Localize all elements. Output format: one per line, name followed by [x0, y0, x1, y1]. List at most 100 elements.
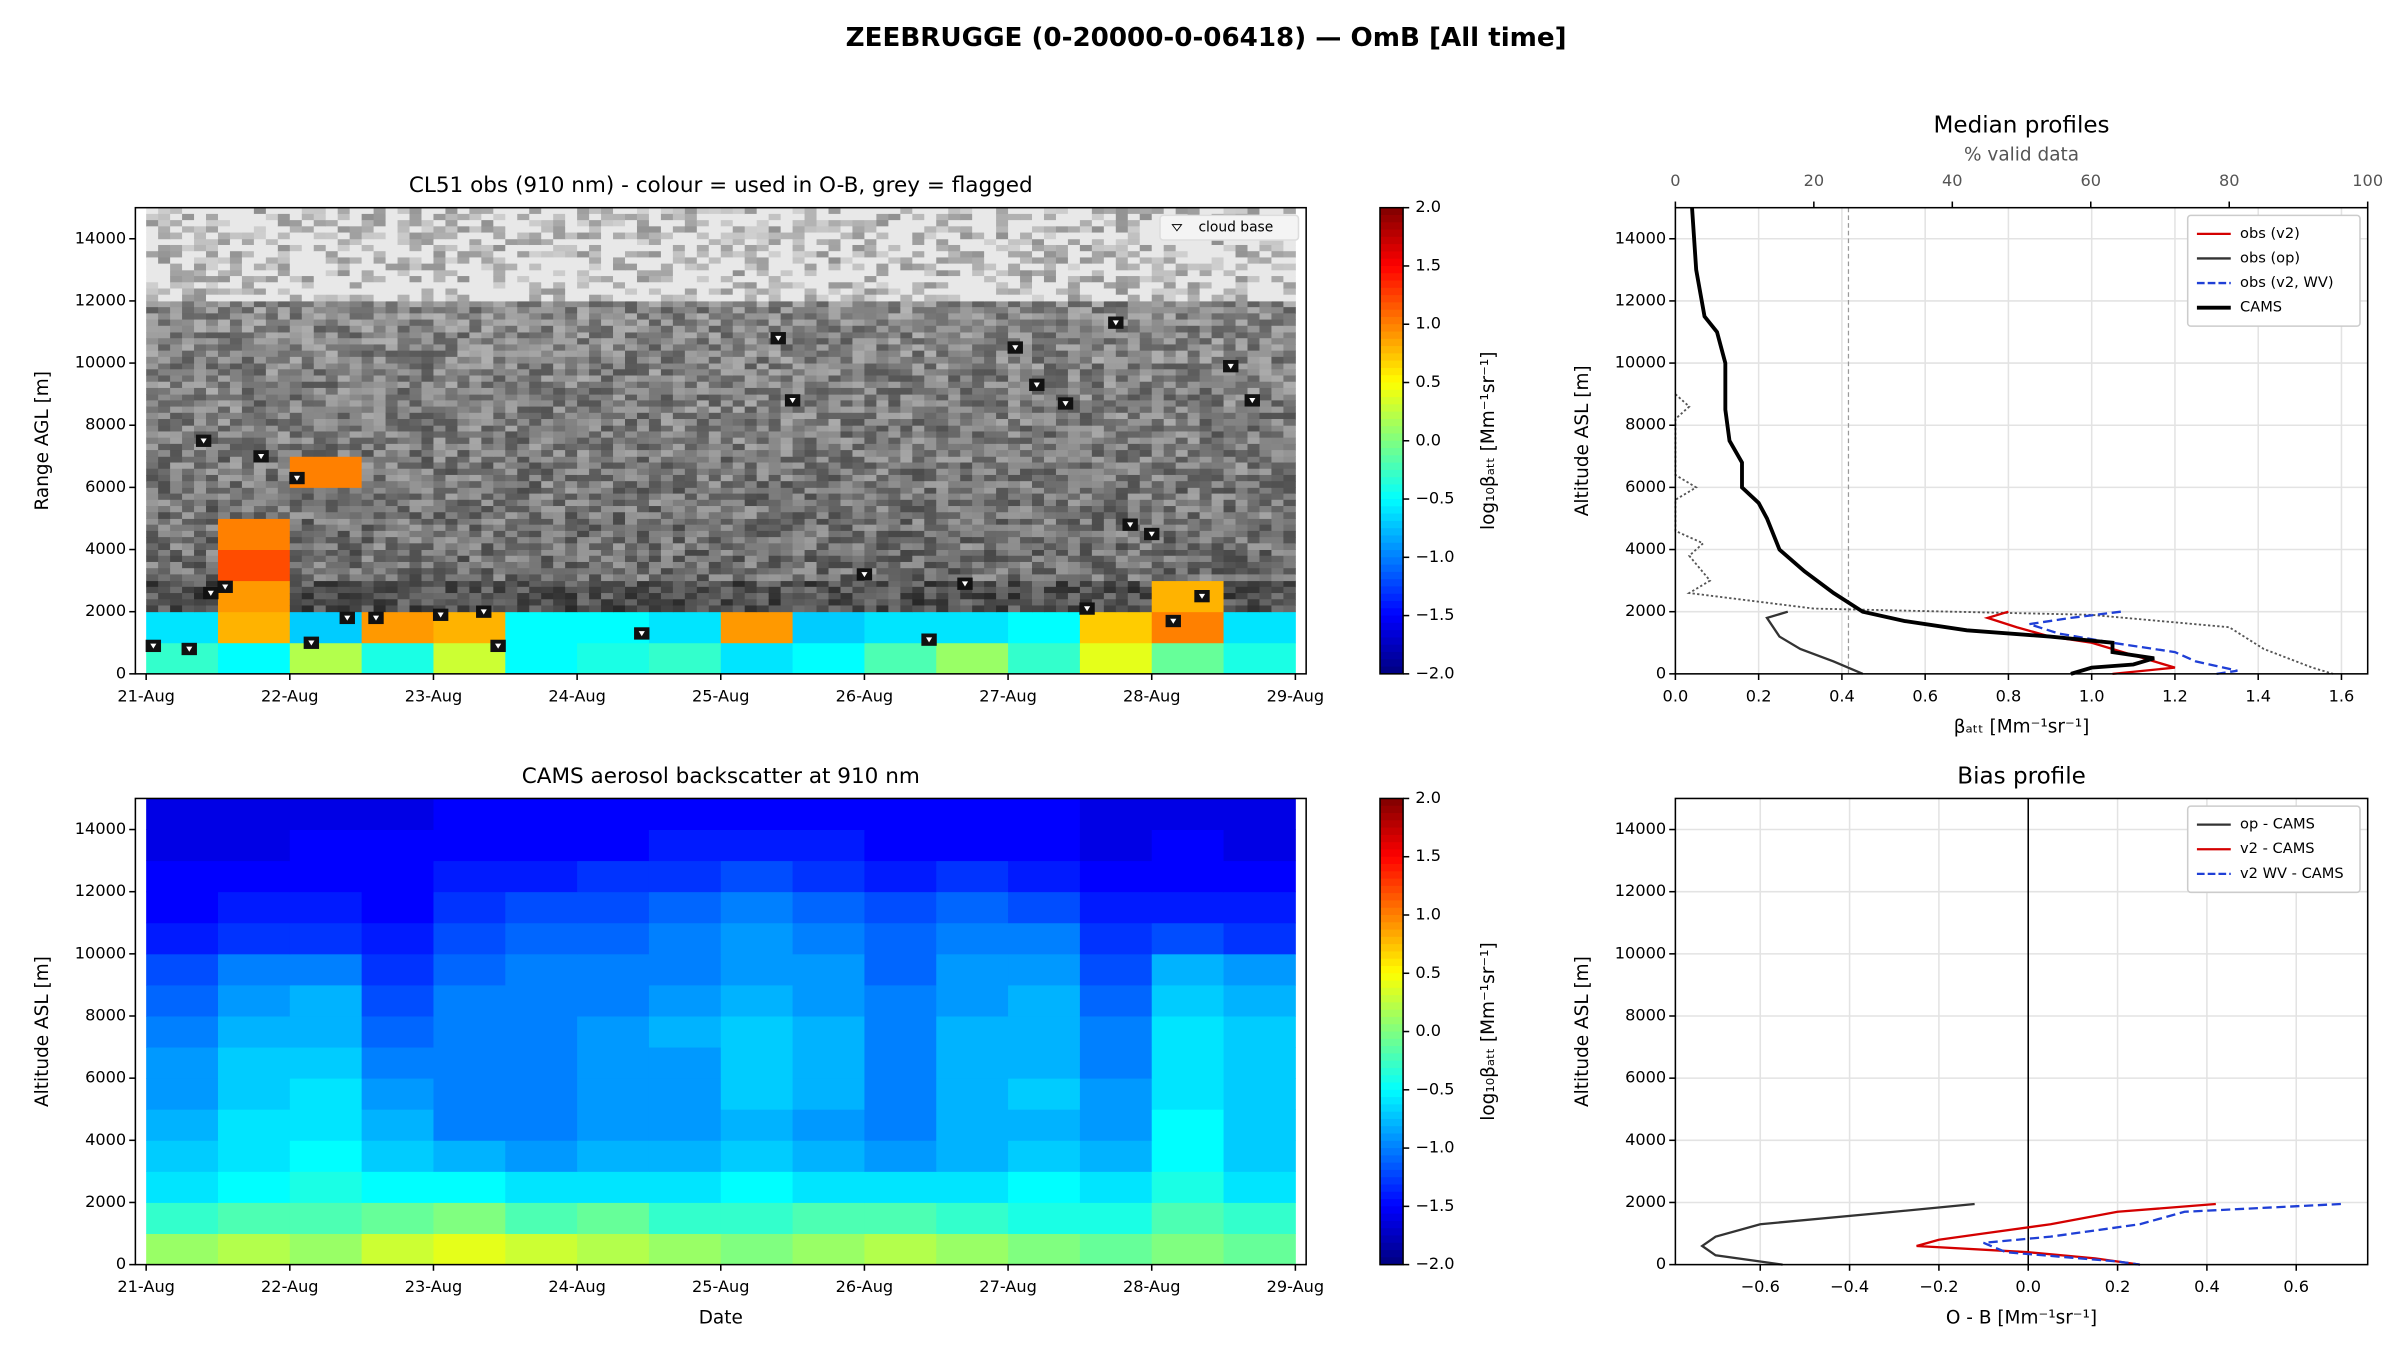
flagged-cell	[385, 276, 399, 283]
flagged-cell	[1283, 530, 1296, 538]
flagged-cell	[1271, 338, 1284, 345]
flagged-cell	[565, 419, 578, 426]
flagged-cell	[1151, 394, 1165, 401]
flagged-cell	[1067, 344, 1081, 352]
flagged-cell	[1032, 593, 1045, 600]
flagged-cell	[816, 288, 829, 296]
heatmap-cell	[1008, 611, 1081, 644]
flagged-cell	[732, 363, 746, 370]
flagged-cell	[541, 537, 554, 544]
flagged-cell	[1223, 561, 1236, 569]
flagged-cell	[421, 300, 434, 308]
flagged-cell	[864, 456, 877, 463]
flagged-cell	[1247, 580, 1260, 588]
flagged-cell	[553, 282, 566, 289]
flagged-cell	[852, 518, 865, 526]
flagged-cell	[1079, 325, 1093, 333]
flagged-cell	[1211, 487, 1225, 495]
flagged-cell	[852, 313, 865, 321]
flagged-cell	[1091, 568, 1105, 575]
flagged-cell	[146, 580, 159, 588]
flagged-cell	[720, 518, 734, 526]
flagged-cell	[672, 350, 686, 358]
flagged-cell	[589, 425, 602, 432]
flagged-cell	[289, 450, 303, 457]
flagged-cell	[1020, 537, 1033, 544]
flagged-cell	[984, 344, 997, 352]
flagged-cell	[1187, 561, 1201, 569]
flagged-cell	[301, 499, 315, 507]
flagged-cell	[565, 450, 578, 457]
flagged-cell	[170, 338, 183, 345]
flagged-cell	[337, 568, 351, 575]
flagged-cell	[601, 325, 614, 333]
flagged-cell	[433, 599, 446, 606]
flagged-cell	[421, 561, 434, 569]
flagged-cell	[517, 294, 530, 302]
flagged-cell	[373, 537, 387, 544]
flagged-cell	[613, 555, 626, 563]
flagged-cell	[1139, 580, 1153, 588]
flagged-cell	[708, 512, 722, 519]
flagged-cell	[1283, 406, 1296, 414]
flagged-cell	[936, 518, 949, 526]
flagged-cell	[1079, 363, 1093, 370]
flagged-cell	[1055, 332, 1069, 339]
flagged-cell	[397, 344, 410, 352]
flagged-cell	[732, 356, 746, 364]
flagged-cell	[182, 443, 195, 451]
flagged-cell	[828, 443, 841, 451]
flagged-cell	[852, 300, 865, 308]
flagged-cell	[409, 568, 422, 575]
flagged-cell	[864, 375, 877, 383]
flagged-cell	[613, 282, 626, 289]
flagged-cell	[1271, 363, 1284, 370]
flagged-cell	[696, 474, 710, 482]
flagged-cell	[313, 431, 327, 439]
flagged-cell	[1247, 499, 1260, 507]
flagged-cell	[720, 468, 734, 476]
flagged-cell	[577, 307, 590, 314]
flagged-cell	[888, 493, 901, 501]
flagged-cell	[744, 338, 758, 345]
flagged-cell	[397, 456, 410, 463]
flagged-cell	[170, 363, 183, 370]
flagged-cell	[469, 406, 482, 414]
flagged-cell	[960, 487, 973, 495]
flagged-cell	[349, 294, 363, 302]
flagged-cell	[182, 561, 195, 569]
flagged-cell	[553, 394, 566, 401]
flagged-cell	[828, 332, 841, 339]
flagged-cell	[948, 593, 961, 600]
flagged-cell	[1283, 394, 1296, 401]
flagged-cell	[1199, 493, 1213, 501]
flagged-cell	[708, 474, 722, 482]
flagged-cell	[792, 338, 806, 345]
flagged-cell	[1079, 406, 1093, 414]
flagged-cell	[517, 474, 530, 482]
flagged-cell	[493, 325, 506, 333]
flagged-cell	[613, 493, 626, 501]
flagged-cell	[289, 593, 303, 600]
flagged-cell	[936, 549, 949, 557]
flagged-cell	[1163, 369, 1177, 376]
flagged-cell	[1079, 319, 1093, 327]
flagged-cell	[409, 493, 422, 501]
flagged-cell	[816, 586, 829, 594]
flagged-cell	[1067, 437, 1081, 445]
flagged-cell	[589, 443, 602, 451]
flagged-cell	[301, 344, 315, 352]
flagged-cell	[816, 524, 829, 532]
flagged-cell	[265, 481, 279, 488]
flagged-cell	[840, 568, 853, 575]
flagged-cell	[696, 325, 710, 333]
flagged-cell	[433, 375, 446, 383]
flagged-cell	[613, 481, 626, 488]
flagged-cell	[1115, 568, 1129, 575]
flagged-cell	[732, 381, 746, 389]
flagged-cell	[1055, 561, 1069, 569]
flagged-cell	[409, 282, 422, 289]
flagged-cell	[1211, 300, 1225, 308]
flagged-cell	[529, 462, 542, 470]
flagged-cell	[1032, 580, 1045, 588]
